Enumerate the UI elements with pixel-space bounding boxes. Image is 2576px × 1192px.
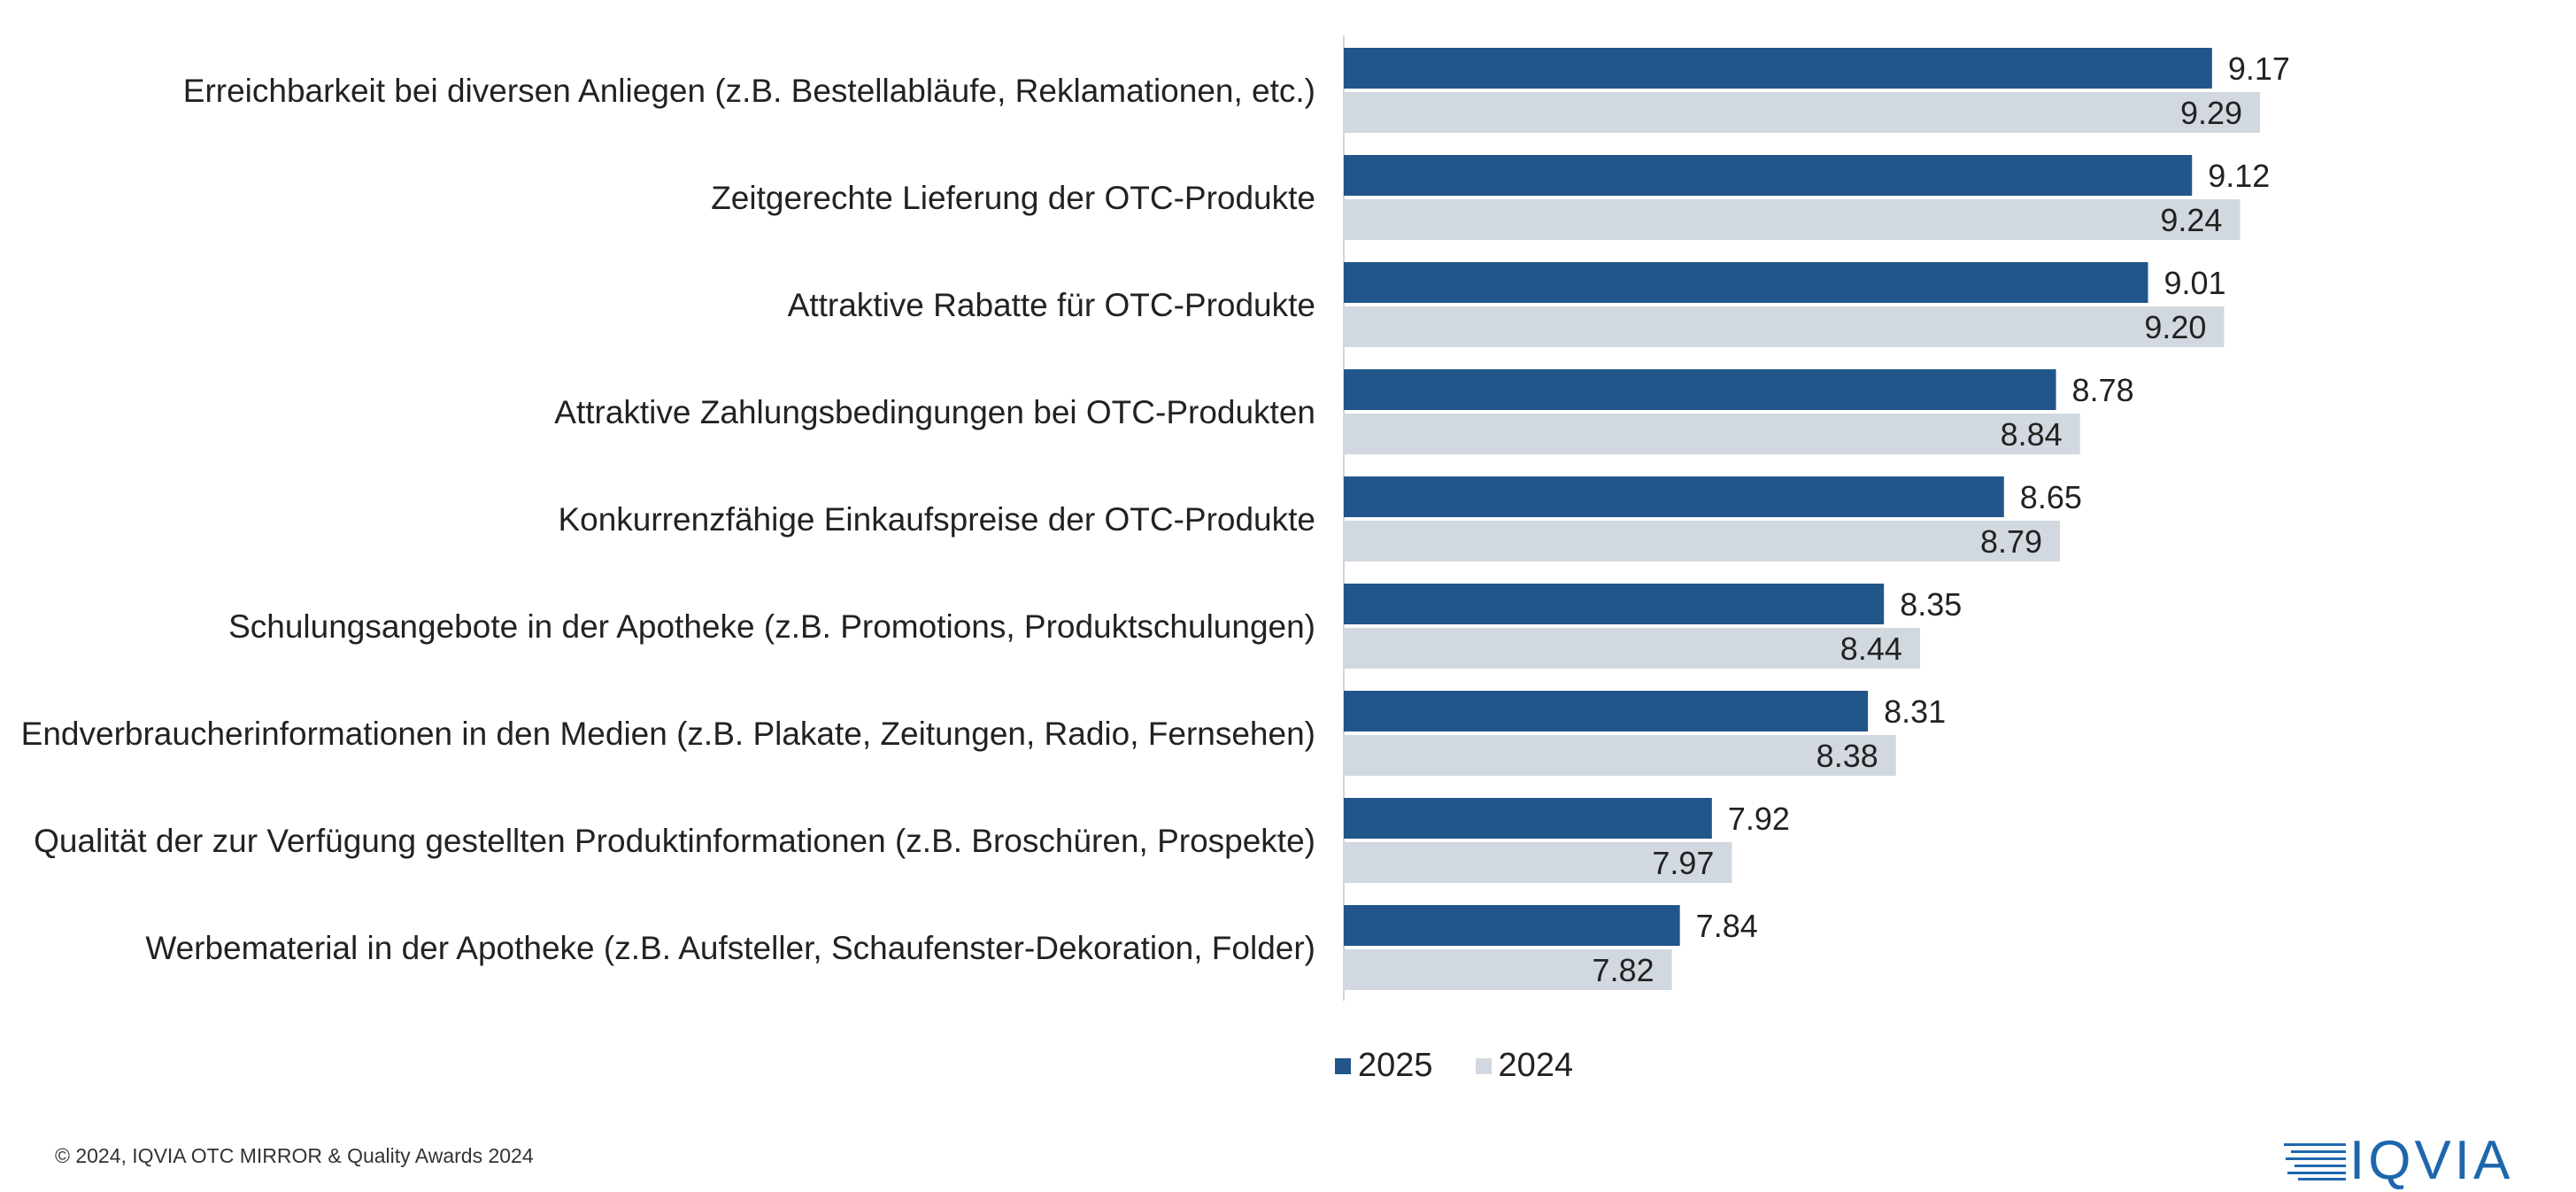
bar-2024: [1344, 949, 1672, 990]
bars-layer: Erreichbarkeit bei diversen Anliegen (z.…: [21, 48, 2290, 990]
data-label-2024: 8.84: [2001, 416, 2063, 453]
legend-label-2024: 2024: [1498, 1047, 1574, 1084]
category-label: Attraktive Zahlungsbedingungen bei OTC-P…: [554, 394, 1315, 430]
data-label-2025: 8.35: [1900, 586, 1962, 623]
logo-lines-icon: [2284, 1143, 2346, 1180]
logo-text: IQVIA: [2349, 1130, 2514, 1191]
legend-swatch-2025: [1335, 1057, 1351, 1074]
category-label: Zeitgerechte Lieferung der OTC-Produkte: [711, 180, 1315, 216]
data-label-2024: 7.82: [1593, 952, 1654, 988]
bar-2025: [1344, 798, 1712, 839]
category-label: Schulungsangebote in der Apotheke (z.B. …: [228, 608, 1315, 645]
category-label: Qualität der zur Verfügung gestellten Pr…: [34, 823, 1315, 859]
bar-2025: [1344, 584, 1885, 624]
data-label-2024: 8.44: [1840, 631, 1902, 667]
data-label-2025: 7.92: [1728, 801, 1790, 837]
footer-copyright: © 2024, IQVIA OTC MIRROR & Quality Award…: [55, 1144, 534, 1167]
data-label-2025: 9.12: [2208, 158, 2270, 194]
data-label-2024: 9.24: [2160, 202, 2222, 238]
bar-2025: [1344, 476, 2004, 517]
bar-2025: [1344, 262, 2148, 303]
legend: 2025 2024: [1335, 1047, 1616, 1085]
bar-2024: [1344, 735, 1896, 776]
bar-2024: [1344, 199, 2241, 240]
data-label-2024: 7.97: [1652, 845, 1714, 881]
bar-2025: [1344, 905, 1680, 946]
data-label-2025: 7.84: [1696, 908, 1758, 944]
bar-2025: [1344, 369, 2056, 410]
legend-swatch-2024: [1475, 1057, 1492, 1074]
category-label: Endverbraucherinformationen in den Medie…: [21, 716, 1315, 752]
bar-2024: [1344, 306, 2225, 347]
bar-2024: [1344, 521, 2061, 561]
data-label-2024: 8.38: [1816, 738, 1878, 774]
bar-2024: [1344, 628, 1920, 669]
legend-item-2024: 2024: [1475, 1047, 1574, 1085]
bar-2025: [1344, 691, 1869, 731]
bar-2025: [1344, 48, 2212, 89]
bar-2024: [1344, 92, 2261, 133]
data-label-2024: 9.29: [2180, 95, 2242, 131]
data-label-2025: 8.78: [2072, 372, 2134, 408]
bar-2024: [1344, 842, 1732, 883]
data-label-2025: 8.31: [1884, 693, 1946, 730]
category-label: Werbematerial in der Apotheke (z.B. Aufs…: [145, 930, 1315, 966]
data-label-2024: 9.20: [2144, 309, 2206, 345]
legend-item-2025: 2025: [1335, 1047, 1433, 1085]
category-label: Konkurrenzfähige Einkaufspreise der OTC-…: [558, 501, 1315, 538]
data-label-2024: 8.79: [1980, 523, 2042, 560]
legend-label-2025: 2025: [1358, 1047, 1433, 1084]
bar-2025: [1344, 155, 2193, 196]
iqvia-logo: IQVIA: [2284, 1134, 2513, 1188]
bar-2024: [1344, 414, 2080, 454]
data-label-2025: 9.17: [2228, 50, 2290, 87]
category-label: Erreichbarkeit bei diversen Anliegen (z.…: [183, 73, 1315, 109]
data-label-2025: 9.01: [2164, 265, 2226, 301]
category-label: Attraktive Rabatte für OTC-Produkte: [788, 287, 1315, 323]
data-label-2025: 8.65: [2020, 479, 2082, 515]
